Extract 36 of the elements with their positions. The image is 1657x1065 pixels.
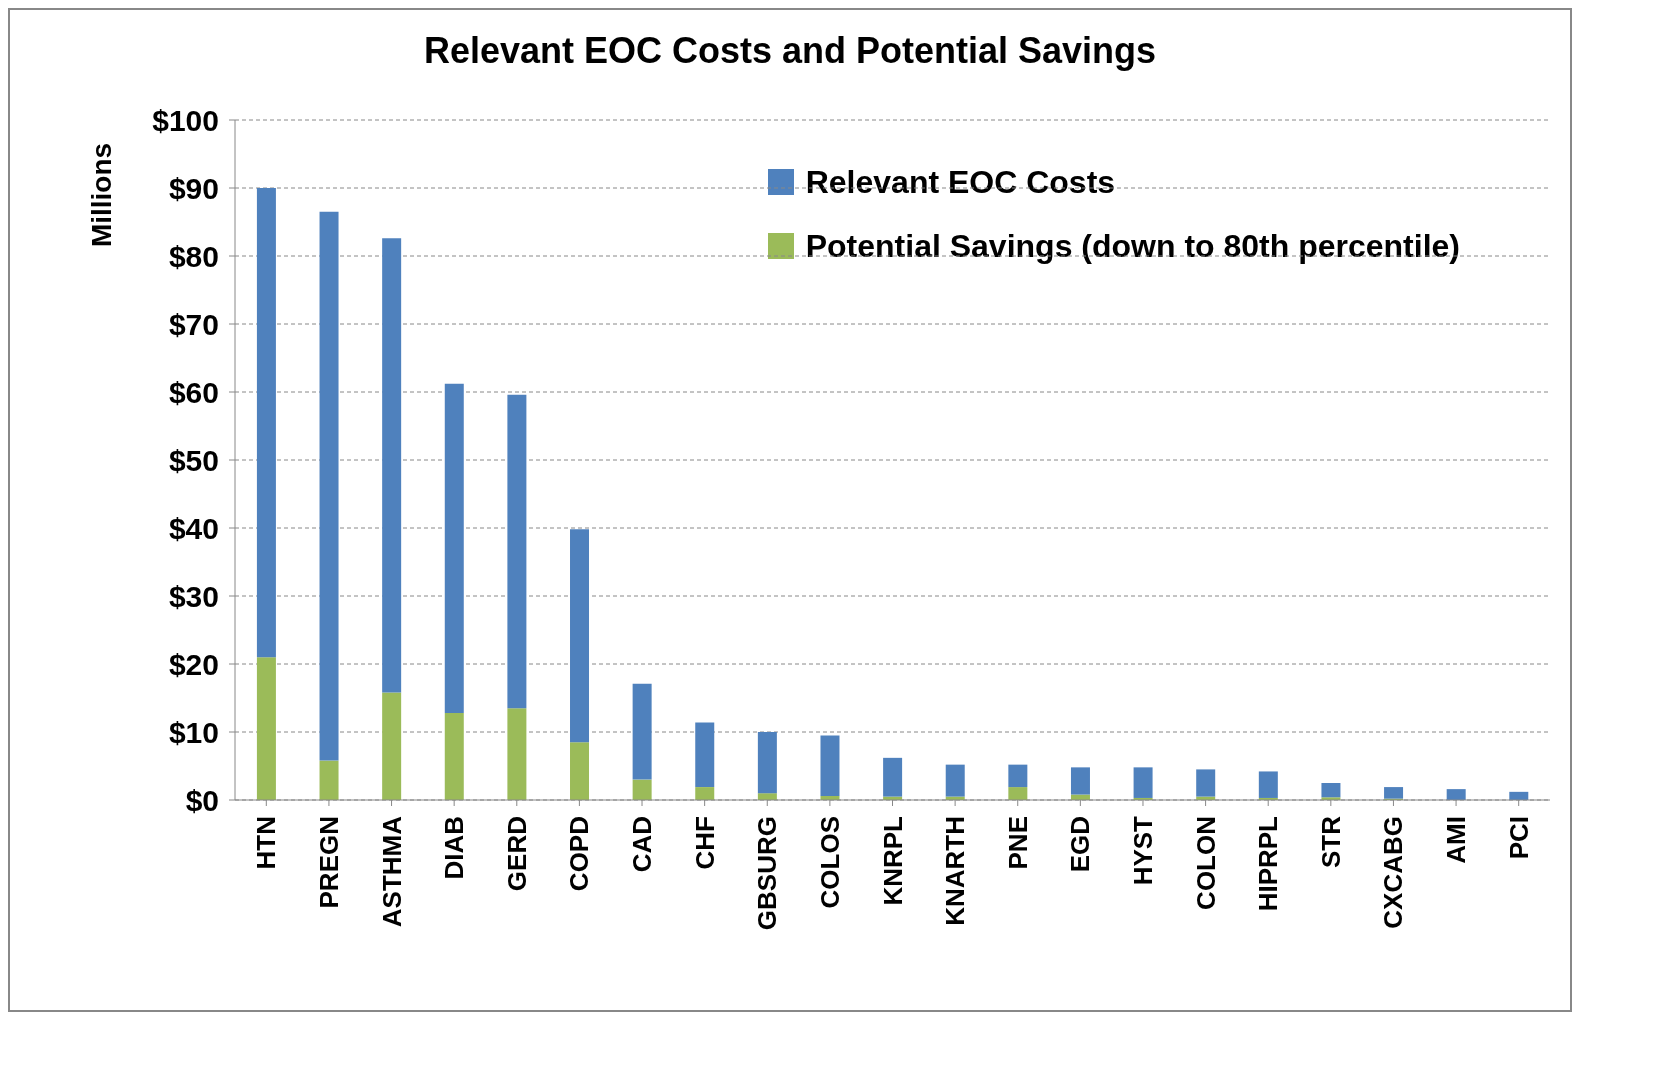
legend-label: Relevant EOC Costs <box>805 163 1116 202</box>
x-tick-label: COLOS <box>814 816 845 909</box>
y-tick-label: $100 <box>152 103 219 137</box>
x-tick-label: KNARTH <box>940 816 971 926</box>
y-tick-label: $80 <box>168 239 219 273</box>
legend-label: Potential Savings (down to 80th percentile) <box>805 227 1460 266</box>
x-tick-label: DIAB <box>439 816 470 880</box>
y-tick-label: $50 <box>168 443 219 477</box>
x-tick-label: EGD <box>1065 816 1096 873</box>
x-tick-label: HTN <box>251 816 282 870</box>
y-axis-title: Millions <box>86 142 118 248</box>
y-tick-label: $40 <box>168 511 219 545</box>
x-tick-label: CAD <box>627 816 658 873</box>
x-tick-label: CHF <box>689 816 720 870</box>
x-tick-label: COLON <box>1190 816 1221 910</box>
x-tick-label: HYST <box>1127 815 1158 886</box>
y-tick-label: $20 <box>168 647 219 681</box>
x-tick-label: PREGN <box>313 816 344 909</box>
x-tick-label: HIPRPL <box>1253 815 1284 912</box>
y-tick-label: $90 <box>168 171 219 205</box>
x-tick-label: STR <box>1315 815 1346 868</box>
x-tick-label: ASTHMA <box>376 815 407 928</box>
x-tick-label: GERD <box>501 816 532 892</box>
y-tick-label: $60 <box>168 375 219 409</box>
chart-title: Relevant EOC Costs and Potential Savings <box>422 30 1158 72</box>
y-tick-label: $0 <box>185 783 219 817</box>
x-tick-label: KNRPL <box>877 815 908 906</box>
x-tick-label: COPD <box>564 816 595 892</box>
x-tick-label: GBSURG <box>752 816 783 931</box>
x-tick-label: AMI <box>1441 816 1472 864</box>
x-tick-label: CXCABG <box>1378 816 1409 929</box>
x-tick-label: PNE <box>1002 816 1033 870</box>
y-tick-label: $30 <box>168 579 219 613</box>
x-tick-label: PCI <box>1503 816 1534 860</box>
y-tick-label: $70 <box>168 307 219 341</box>
y-tick-label: $10 <box>168 715 219 749</box>
